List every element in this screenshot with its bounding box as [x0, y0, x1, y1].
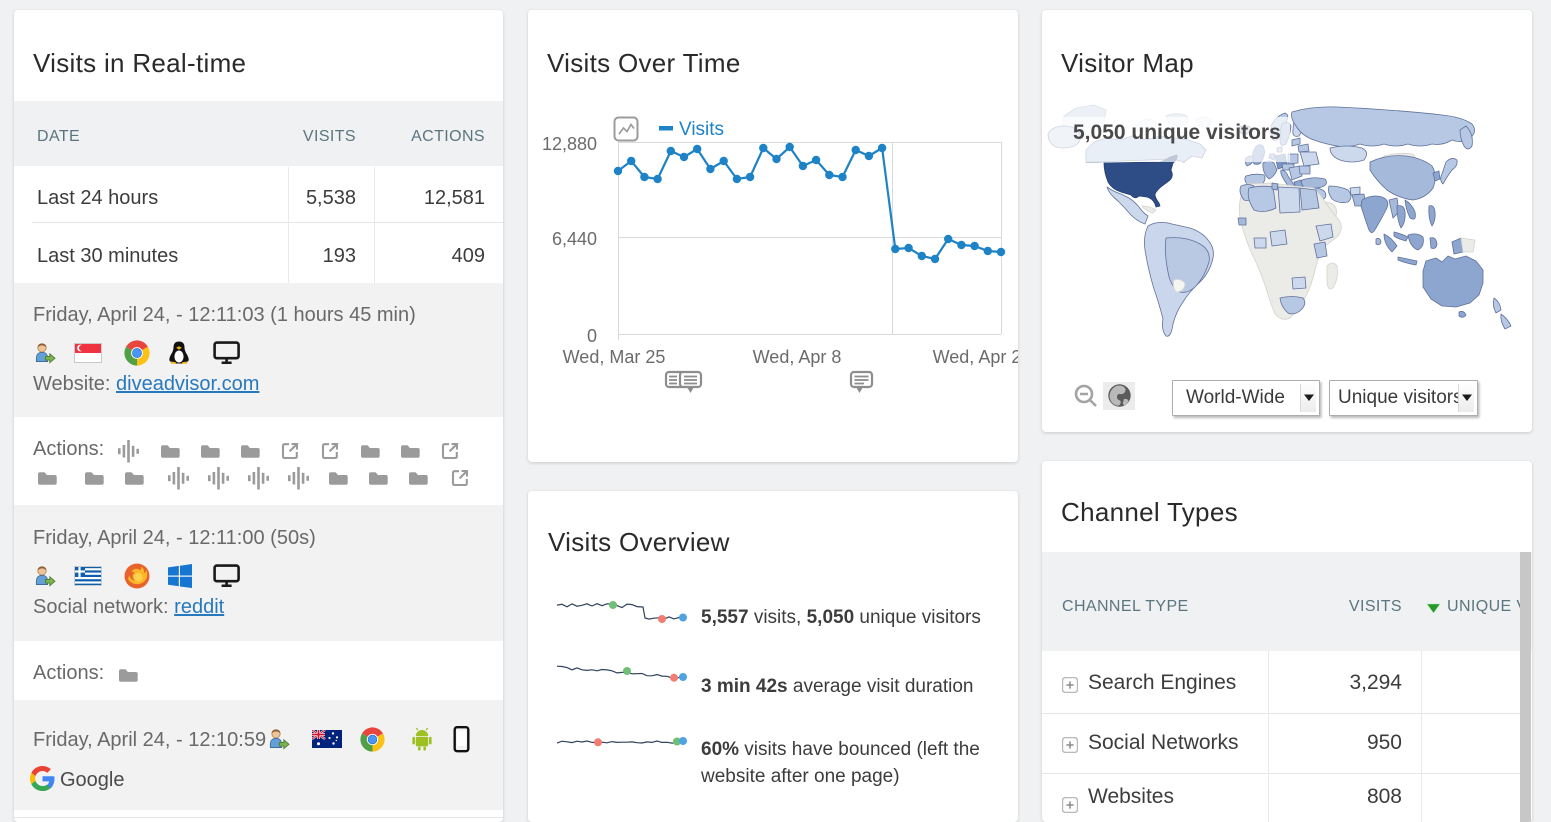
svg-text:Wed, Apr 8: Wed, Apr 8	[753, 347, 842, 367]
svg-text:Wed, Mar 25: Wed, Mar 25	[563, 347, 666, 367]
svg-text:Visits: Visits	[679, 119, 724, 140]
svg-text:Wed, Apr 22: Wed, Apr 22	[933, 347, 1018, 367]
svg-text:6,440: 6,440	[552, 229, 597, 249]
svg-text:0: 0	[587, 326, 597, 346]
svg-text:12,880: 12,880	[542, 134, 597, 154]
